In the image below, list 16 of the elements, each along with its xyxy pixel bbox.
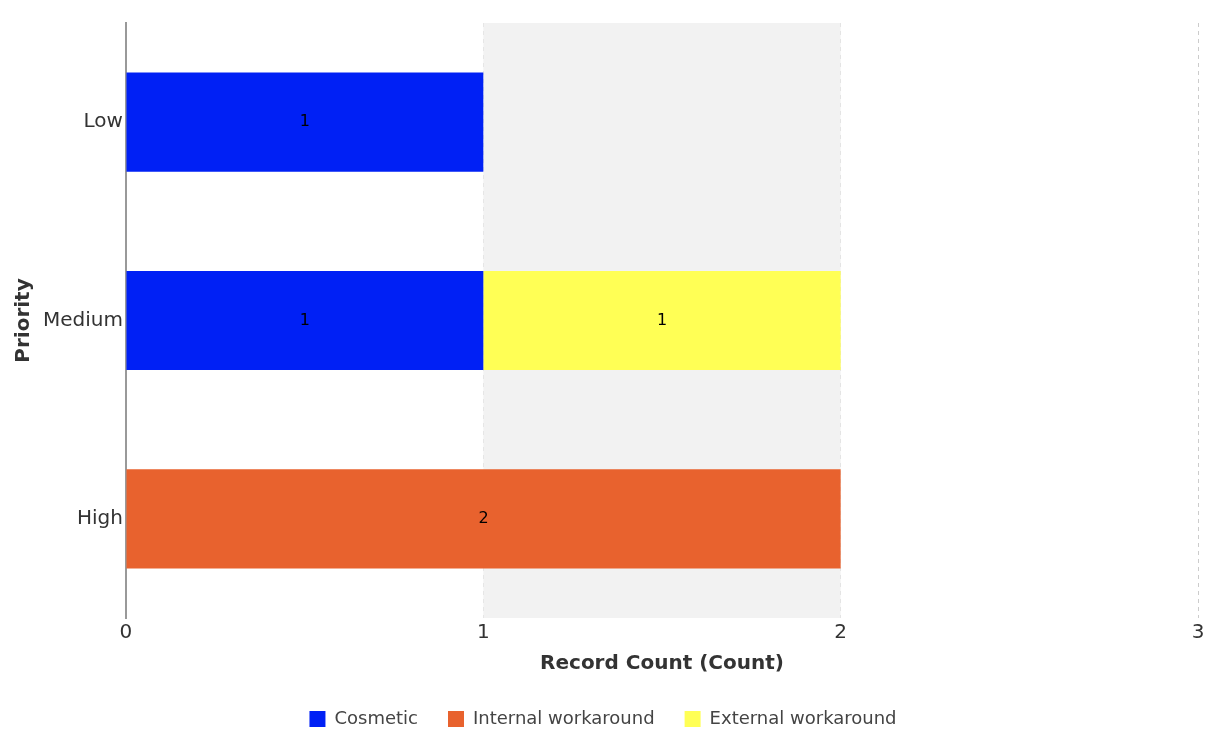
data-label: 1 [299,309,310,329]
y-axis-title: Priority [10,278,35,363]
y-tick-label: High [77,505,123,530]
legend-label: Internal workaround [472,706,655,728]
x-tick-label: 1 [476,619,490,644]
data-label: 2 [478,507,489,527]
legend-label: External workaround [709,706,897,728]
legend-label: Cosmetic [334,706,418,728]
data-label: 1 [656,309,668,329]
y-tick-label: Low [83,108,123,133]
x-axis-title: Record Count (Count) [540,650,784,675]
x-tick-label: 0 [119,619,133,644]
y-tick-label: Medium [42,306,123,331]
x-tick-label: 3 [1191,619,1205,644]
data-label: 1 [299,111,310,131]
x-tick-label: 2 [834,619,848,644]
